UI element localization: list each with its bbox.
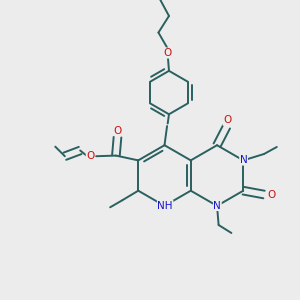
Text: O: O <box>223 115 231 125</box>
Text: NH: NH <box>158 200 173 211</box>
Text: O: O <box>86 151 94 161</box>
Text: O: O <box>164 48 172 58</box>
Text: N: N <box>240 155 248 165</box>
Text: N: N <box>214 200 221 211</box>
Text: O: O <box>114 126 122 136</box>
Text: O: O <box>267 190 275 200</box>
